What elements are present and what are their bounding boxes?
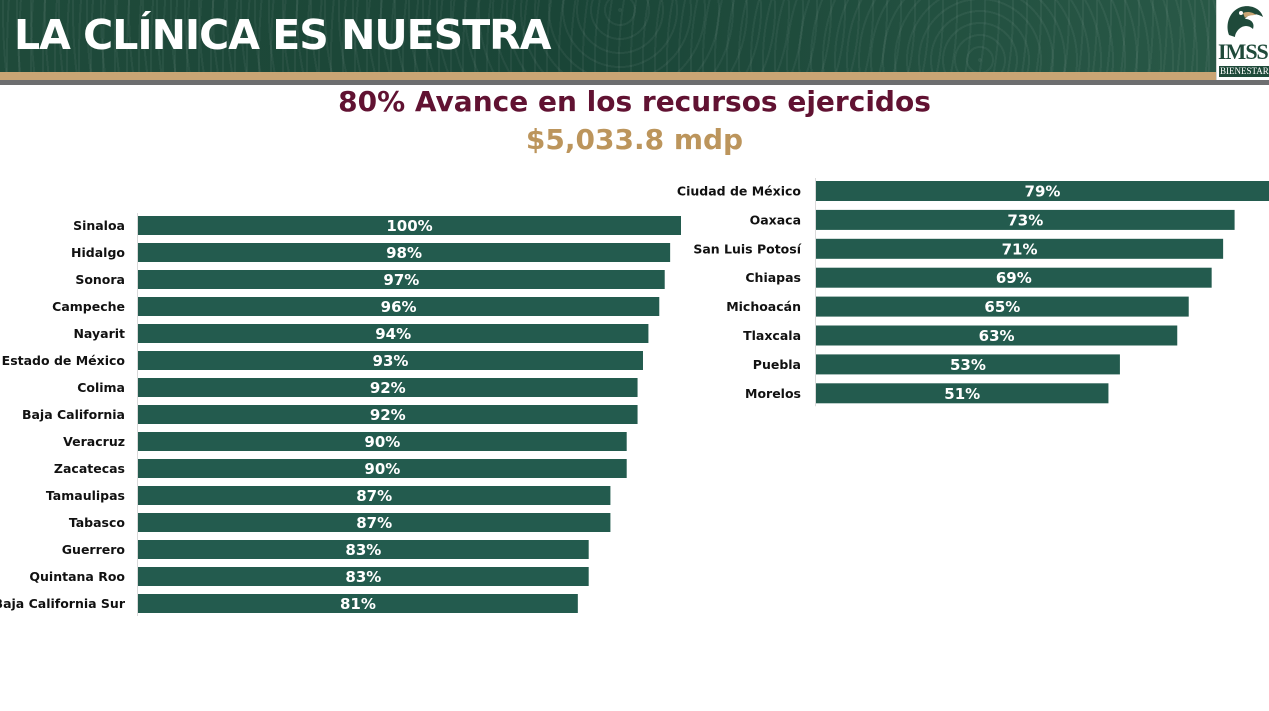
category-label: Morelos bbox=[745, 386, 801, 401]
bar bbox=[138, 513, 611, 532]
category-label: Zacatecas bbox=[54, 461, 125, 476]
bar bbox=[816, 209, 1235, 230]
data-label: 65% bbox=[984, 298, 1020, 316]
category-label: Baja California bbox=[22, 407, 125, 422]
bar bbox=[138, 243, 671, 262]
data-label: 81% bbox=[340, 595, 376, 613]
data-label: 87% bbox=[356, 514, 392, 532]
imss-bienestar-logo: IMSS BIENESTAR bbox=[1216, 0, 1269, 80]
bar bbox=[138, 432, 627, 451]
bar bbox=[138, 351, 643, 370]
eagle-emblem-icon bbox=[1227, 6, 1263, 38]
data-label: 83% bbox=[345, 541, 381, 559]
data-label: 87% bbox=[356, 487, 392, 505]
category-label: San Luis Potosí bbox=[693, 241, 801, 256]
category-label: Colima bbox=[77, 380, 125, 395]
gray-stripe bbox=[0, 80, 1269, 85]
data-label: 94% bbox=[375, 325, 411, 343]
category-label: Tamaulipas bbox=[46, 488, 125, 503]
category-label: Campeche bbox=[52, 299, 125, 314]
banner-pattern bbox=[0, 0, 1269, 72]
data-label: 100% bbox=[386, 217, 432, 235]
category-label: Sonora bbox=[75, 272, 125, 287]
category-label: Estado de México bbox=[2, 353, 126, 368]
subheadline: $5,033.8 mdp bbox=[525, 123, 744, 156]
bar bbox=[138, 567, 589, 586]
bar bbox=[816, 383, 1109, 404]
data-label: 98% bbox=[386, 244, 422, 262]
right-bar-chart: Ciudad de México 79% Oaxaca 73% San Luis Pot… bbox=[677, 178, 1269, 407]
data-label: 53% bbox=[950, 356, 986, 374]
category-label: Chiapas bbox=[745, 270, 801, 285]
category-label: Hidalgo bbox=[71, 245, 125, 260]
bar bbox=[138, 270, 665, 289]
data-label: 73% bbox=[1007, 211, 1043, 229]
data-label: 79% bbox=[1025, 183, 1061, 201]
data-label: 83% bbox=[345, 568, 381, 586]
data-label: 92% bbox=[370, 406, 406, 424]
logo-text: IMSS bbox=[1218, 39, 1269, 64]
data-label: 96% bbox=[381, 298, 417, 316]
category-label: Veracruz bbox=[63, 434, 125, 449]
category-label: Ciudad de México bbox=[677, 184, 801, 199]
header-banner: LA CLÍNICA ES NUESTRA bbox=[0, 0, 1269, 72]
category-label: Tabasco bbox=[69, 515, 126, 530]
bar bbox=[138, 459, 627, 478]
data-label: 97% bbox=[383, 271, 419, 289]
bar bbox=[816, 181, 1269, 201]
category-label: Baja California Sur bbox=[0, 596, 126, 611]
bar bbox=[138, 378, 638, 397]
logo-subtext: BIENESTAR bbox=[1219, 66, 1269, 77]
bar bbox=[138, 405, 638, 424]
bar bbox=[138, 216, 681, 235]
bar bbox=[138, 594, 578, 613]
bar bbox=[138, 297, 660, 316]
bar bbox=[138, 324, 649, 343]
category-label: Oaxaca bbox=[750, 212, 801, 227]
category-label: Puebla bbox=[753, 357, 801, 372]
gold-stripe bbox=[0, 72, 1269, 80]
bar bbox=[816, 325, 1178, 346]
headline: 80% Avance en los recursos ejercidos bbox=[338, 85, 931, 118]
data-label: 92% bbox=[370, 379, 406, 397]
bar bbox=[816, 267, 1212, 288]
bar bbox=[816, 238, 1224, 259]
bar bbox=[816, 354, 1120, 375]
data-label: 90% bbox=[364, 460, 400, 478]
category-label: Nayarit bbox=[73, 326, 125, 341]
page-title: LA CLÍNICA ES NUESTRA bbox=[14, 11, 551, 59]
bar bbox=[816, 296, 1189, 317]
category-label: Sinaloa bbox=[73, 218, 125, 233]
left-bar-chart: Sinaloa 100% Hidalgo 98% Sonora 97% Campeche 96… bbox=[0, 213, 681, 616]
category-label: Tlaxcala bbox=[743, 328, 801, 343]
data-label: 69% bbox=[996, 269, 1032, 287]
data-label: 90% bbox=[364, 433, 400, 451]
category-label: Quintana Roo bbox=[29, 569, 125, 584]
category-label: Guerrero bbox=[62, 542, 126, 557]
category-label: Michoacán bbox=[726, 299, 801, 314]
data-label: 51% bbox=[944, 385, 980, 403]
data-label: 71% bbox=[1002, 240, 1038, 258]
data-label: 93% bbox=[373, 352, 409, 370]
bar bbox=[138, 486, 611, 505]
bar bbox=[138, 540, 589, 559]
data-label: 63% bbox=[979, 327, 1015, 345]
